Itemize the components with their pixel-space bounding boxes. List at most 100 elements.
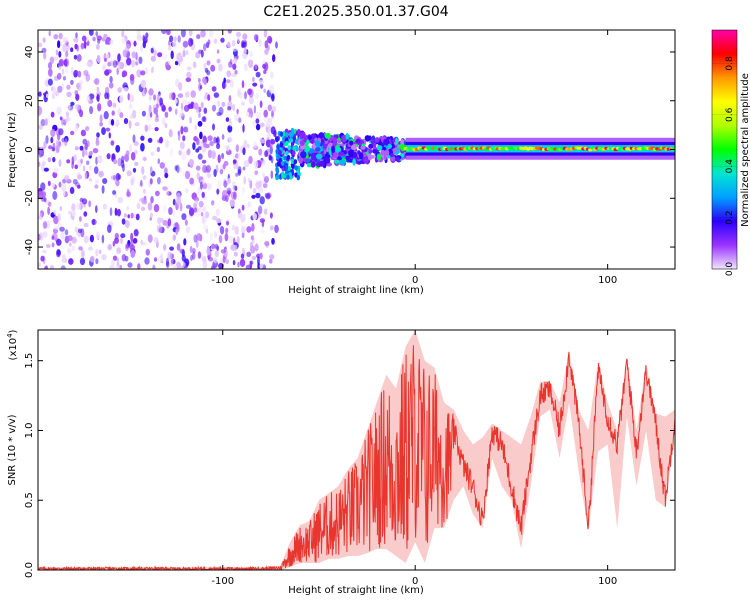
x-tick-label: 100: [598, 275, 617, 286]
onset-cell: [296, 175, 301, 181]
noise-cell: [256, 111, 262, 119]
noise-cell: [164, 167, 168, 175]
noise-cell: [96, 55, 101, 63]
noise-cell: [136, 202, 141, 210]
noise-cell: [156, 146, 161, 153]
noise-cell: [47, 180, 51, 186]
noise-cell: [170, 50, 174, 60]
snr-x-label: Height of straight line (km): [288, 585, 424, 596]
noise-cell: [129, 144, 133, 153]
noise-cell: [231, 73, 237, 78]
noise-cell: [109, 207, 113, 217]
noise-cell: [147, 137, 153, 143]
noise-cell: [130, 232, 134, 242]
turbulent-cell: [376, 153, 382, 161]
noise-cell: [129, 94, 134, 103]
noise-cell: [88, 177, 93, 182]
noise-cell: [199, 131, 203, 140]
noise-cell: [215, 137, 219, 143]
noise-cell: [129, 74, 135, 81]
noise-cell: [160, 253, 164, 261]
noise-cell: [190, 254, 193, 262]
noise-cell: [38, 142, 41, 147]
noise-cell: [104, 92, 108, 100]
noise-cell: [182, 135, 186, 142]
noise-cell: [187, 103, 194, 109]
turbulent-cell: [315, 153, 323, 160]
turbulent-cell: [300, 151, 307, 159]
noise-cell: [79, 80, 84, 85]
noise-cell: [38, 91, 42, 97]
noise-cell: [109, 75, 113, 83]
noise-cell: [237, 261, 240, 268]
noise-cell: [154, 117, 159, 123]
onset-cell: [287, 165, 292, 171]
onset-cell: [284, 132, 289, 138]
noise-cell: [233, 191, 237, 200]
noise-cell: [202, 164, 208, 174]
noise-cell: [104, 57, 108, 62]
noise-cell: [132, 109, 137, 119]
noise-cell: [105, 53, 110, 60]
noise-cell: [211, 200, 215, 206]
noise-cell: [260, 122, 265, 128]
noise-cell: [174, 98, 178, 104]
noise-cell: [153, 50, 158, 57]
x-tick-label: 0: [412, 576, 418, 587]
noise-cell: [214, 243, 219, 250]
noise-cell: [246, 251, 252, 257]
noise-cell: [241, 204, 245, 211]
noise-cell: [56, 238, 62, 246]
noise-cell: [73, 37, 79, 43]
noise-cell: [182, 262, 186, 267]
noise-cell: [53, 167, 59, 174]
noise-cell: [225, 117, 230, 122]
noise-cell: [88, 246, 93, 251]
noise-cell: [189, 245, 193, 254]
noise-cell: [157, 177, 161, 185]
noise-cell: [186, 66, 192, 71]
noise-cell: [67, 104, 71, 110]
turbulent-cell: [298, 156, 304, 164]
noise-cell: [119, 112, 124, 119]
noise-cell: [255, 123, 261, 131]
noise-cell: [81, 249, 85, 259]
noise-cell: [51, 242, 55, 248]
noise-cell: [125, 243, 130, 249]
noise-cell: [140, 206, 146, 211]
noise-cell: [147, 124, 152, 131]
noise-cell: [254, 64, 258, 70]
noise-cell: [112, 102, 117, 108]
noise-cell: [220, 225, 225, 235]
noise-cell: [38, 124, 43, 130]
colorbar-ticks: 0.0 0.2 0.4 0.6 0.8: [712, 56, 737, 276]
noise-cell: [228, 61, 233, 68]
colorbar-tick-label: 0.6: [725, 107, 735, 122]
noise-cell: [203, 43, 207, 52]
turbulent-cell: [394, 137, 399, 146]
y-tick-label: 1.0: [24, 423, 35, 439]
noise-cell: [99, 114, 103, 123]
noise-cell: [252, 82, 258, 87]
snr-y-multiplier-base: (x10: [8, 338, 19, 361]
noise-cell: [101, 185, 105, 194]
noise-cell: [74, 146, 79, 151]
noise-cell: [213, 136, 217, 144]
noise-cell: [141, 166, 145, 175]
noise-cell: [48, 201, 52, 207]
noise-cell: [49, 264, 55, 269]
noise-cell: [255, 71, 261, 78]
noise-cell: [47, 206, 50, 215]
noise-cell: [96, 132, 100, 138]
noise-cell: [260, 139, 266, 144]
noise-cell: [142, 188, 146, 194]
noise-cell: [49, 56, 55, 64]
noise-cell: [259, 100, 263, 108]
noise-cell: [51, 147, 55, 152]
noise-cell: [107, 69, 112, 74]
noise-cell: [126, 206, 130, 211]
turbulent-cell: [368, 148, 373, 154]
noise-cell: [127, 214, 130, 219]
noise-cell: [262, 63, 267, 69]
snr-x-ticks: -100 0 100: [211, 330, 617, 587]
